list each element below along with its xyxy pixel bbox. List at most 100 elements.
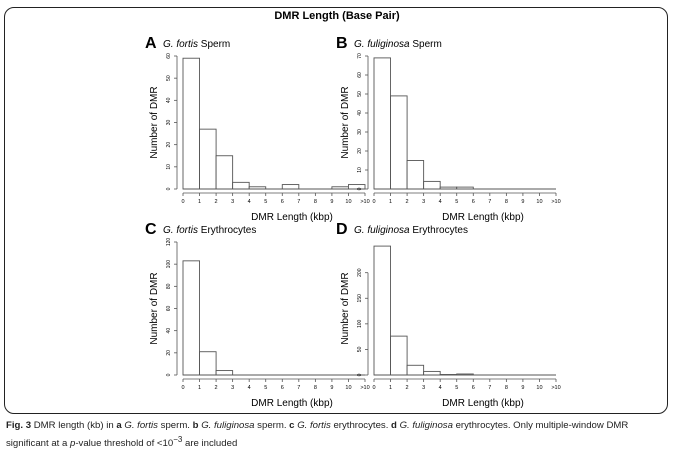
x-tick-label: 8 xyxy=(314,385,317,391)
y-tick-label: 0 xyxy=(166,187,172,190)
panel-title: G. fuliginosa Sperm xyxy=(354,39,442,50)
x-tick-label: 10 xyxy=(536,385,542,391)
y-tick-label: 100 xyxy=(357,319,363,328)
x-tick-label: 3 xyxy=(231,385,234,391)
x-axis-label: DMR Length (kbp) xyxy=(442,212,524,223)
x-tick-label: 2 xyxy=(215,385,218,391)
y-tick-label: 50 xyxy=(357,91,363,97)
x-tick-label: 1 xyxy=(198,385,201,391)
x-tick-label: 10 xyxy=(345,199,351,205)
panel-title-rest: Erythrocytes xyxy=(198,225,256,236)
x-tick-label: 5 xyxy=(455,199,458,205)
panel-title-rest: Erythrocytes xyxy=(410,225,468,236)
x-tick-label: 3 xyxy=(231,199,234,205)
y-tick-label: 200 xyxy=(357,268,363,277)
histogram-bar xyxy=(423,370,441,376)
panel-title-species: G. fortis xyxy=(163,39,198,50)
x-tick-label: 2 xyxy=(215,199,218,205)
x-axis-label: DMR Length (kbp) xyxy=(251,212,333,223)
x-tick-label: 4 xyxy=(439,199,442,205)
panel-letter: C xyxy=(145,221,157,238)
x-tick-label: 0 xyxy=(372,385,375,391)
x-tick-label: 9 xyxy=(330,385,333,391)
x-tick-label: 7 xyxy=(488,199,491,205)
x-tick-label: 9 xyxy=(521,385,524,391)
panel-title-rest: Sperm xyxy=(410,39,442,50)
histogram-bar xyxy=(199,128,217,190)
x-axis-label: DMR Length (kbp) xyxy=(442,398,524,409)
x-tick-label: 5 xyxy=(264,199,267,205)
histogram-bar xyxy=(182,57,200,190)
y-tick-label: 0 xyxy=(357,373,363,376)
x-tick-label: 6 xyxy=(472,385,475,391)
x-tick-label: 9 xyxy=(330,199,333,205)
caption-species-c: G. fortis xyxy=(297,420,331,431)
x-tick-label: 5 xyxy=(264,385,267,391)
x-tick-label: 3 xyxy=(422,385,425,391)
y-tick-label: 80 xyxy=(166,283,172,289)
x-tick-label: 0 xyxy=(181,385,184,391)
x-tick-label: 2 xyxy=(406,199,409,205)
x-tick-label: 4 xyxy=(439,385,442,391)
y-tick-label: 10 xyxy=(166,164,172,170)
panel-letter: A xyxy=(145,35,157,52)
histogram-bar xyxy=(390,335,408,376)
y-tick-label: 30 xyxy=(357,129,363,135)
histogram-bar xyxy=(232,181,250,190)
x-tick-label: 6 xyxy=(281,199,284,205)
panel-title-species: G. fuliginosa xyxy=(354,39,410,50)
y-tick-label: 40 xyxy=(357,110,363,116)
y-tick-label: 20 xyxy=(166,350,172,356)
caption-p: p xyxy=(70,438,76,450)
caption-species-d: G. fuliginosa xyxy=(399,420,453,431)
histogram-bar xyxy=(199,351,217,376)
x-tick-label: 7 xyxy=(297,385,300,391)
y-tick-label: 20 xyxy=(166,142,172,148)
caption-fig-label: Fig. 3 xyxy=(6,420,32,431)
y-tick-label: 50 xyxy=(357,346,363,352)
x-tick-label: >10 xyxy=(360,199,369,205)
y-axis-label: Number of DMR xyxy=(340,86,351,158)
x-tick-label: 1 xyxy=(389,385,392,391)
y-tick-label: 0 xyxy=(166,373,172,376)
panel-title: G. fortis Sperm xyxy=(163,39,230,50)
x-tick-label: 3 xyxy=(422,199,425,205)
y-tick-label: 60 xyxy=(166,53,172,59)
x-tick-label: 8 xyxy=(505,385,508,391)
y-tick-label: 50 xyxy=(166,75,172,81)
caption-letter-c: c xyxy=(289,420,295,431)
panel-title-rest: Sperm xyxy=(198,39,230,50)
y-tick-label: 40 xyxy=(166,328,172,334)
figure-frame xyxy=(4,7,668,414)
x-tick-label: 1 xyxy=(389,199,392,205)
x-tick-label: 0 xyxy=(372,199,375,205)
y-tick-label: 60 xyxy=(357,72,363,78)
x-tick-label: 10 xyxy=(536,199,542,205)
panel-letter: D xyxy=(336,221,348,238)
y-tick-label: 0 xyxy=(357,187,363,190)
figure-caption: Fig. 3 DMR length (kb) in a G. fortis sp… xyxy=(6,419,666,451)
x-tick-label: 6 xyxy=(281,385,284,391)
x-tick-label: 8 xyxy=(314,199,317,205)
y-tick-label: 60 xyxy=(166,306,172,312)
histogram-bar xyxy=(390,95,408,190)
x-tick-label: 8 xyxy=(505,199,508,205)
caption-text: sperm. xyxy=(157,420,193,431)
panel-title: G. fuliginosa Erythrocytes xyxy=(354,225,468,236)
caption-text: erythrocytes. xyxy=(330,420,392,431)
x-tick-label: >10 xyxy=(551,385,560,391)
x-tick-label: 5 xyxy=(455,385,458,391)
panel-title-species: G. fuliginosa xyxy=(354,225,410,236)
x-tick-label: 7 xyxy=(297,199,300,205)
histogram-bar xyxy=(281,184,300,190)
y-tick-label: 10 xyxy=(357,167,363,173)
y-tick-label: 70 xyxy=(357,53,363,59)
caption-letter-b: b xyxy=(192,420,199,431)
histogram-bar xyxy=(423,180,441,190)
y-tick-label: 150 xyxy=(357,294,363,303)
panel-title-species: G. fortis xyxy=(163,225,198,236)
histogram-bar xyxy=(373,245,391,376)
x-tick-label: 4 xyxy=(248,199,251,205)
x-tick-label: 1 xyxy=(198,199,201,205)
